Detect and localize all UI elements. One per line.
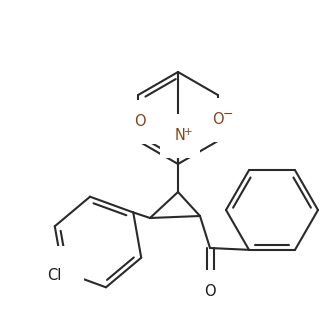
- Text: N: N: [175, 128, 185, 143]
- Text: O: O: [134, 114, 146, 129]
- Text: O: O: [212, 113, 224, 128]
- Text: Cl: Cl: [48, 268, 62, 283]
- Text: O: O: [204, 285, 216, 299]
- Text: +: +: [184, 127, 192, 137]
- Text: −: −: [223, 108, 233, 120]
